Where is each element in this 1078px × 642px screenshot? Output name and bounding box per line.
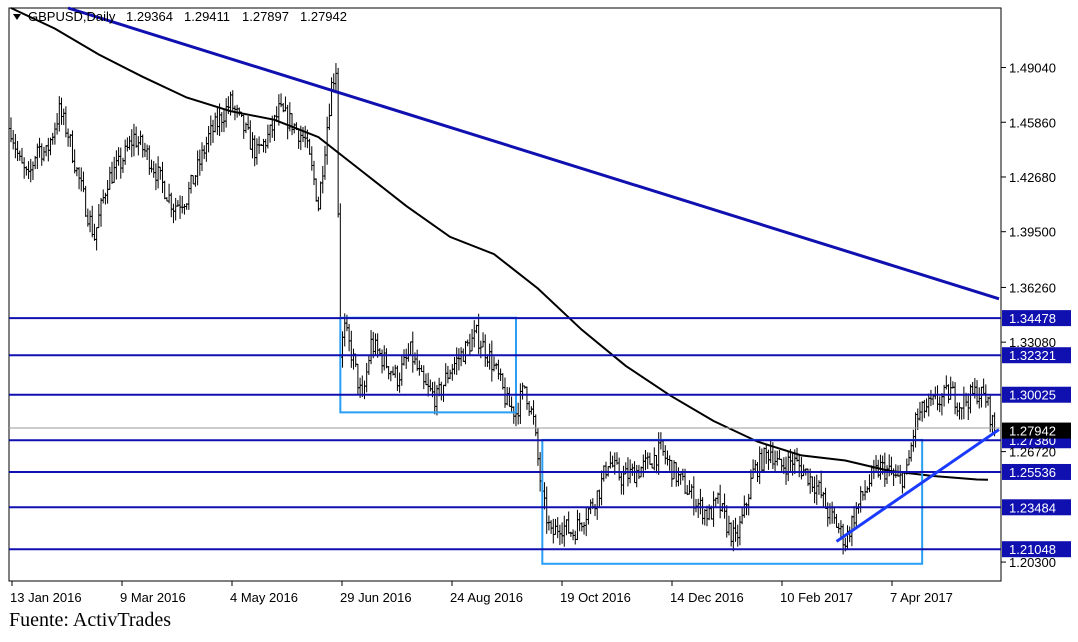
x-tick-label: 13 Jan 2016 bbox=[10, 590, 82, 605]
level-lines-layer: 1.344781.323211.300251.273801.255361.234… bbox=[9, 310, 1071, 558]
level-label-box bbox=[1002, 541, 1071, 558]
y-tick-label: 1.49040 bbox=[1009, 61, 1056, 76]
level-label-box bbox=[1002, 386, 1071, 403]
header-low: 1.27897 bbox=[242, 9, 289, 24]
level-label-text: 1.30025 bbox=[1009, 388, 1056, 403]
level-label-text: 1.21048 bbox=[1009, 542, 1056, 557]
moving-average-line bbox=[10, 7, 989, 481]
level-label-text: 1.32321 bbox=[1009, 348, 1056, 363]
level-label-box bbox=[1002, 310, 1071, 327]
y-tick-label: 1.33080 bbox=[1009, 335, 1056, 350]
trendline bbox=[67, 6, 1000, 301]
y-tick-label: 1.36260 bbox=[1009, 280, 1056, 295]
current-price-label-box bbox=[1002, 422, 1071, 439]
level-label-text: 1.23484 bbox=[1009, 500, 1056, 515]
y-tick-label: 1.26720 bbox=[1009, 445, 1056, 460]
x-tick-label: 9 Mar 2016 bbox=[120, 590, 186, 605]
trendlines-layer bbox=[67, 6, 1000, 543]
x-axis: 13 Jan 2016 9 Mar 2016 4 May 2016 29 Jun 20… bbox=[10, 581, 953, 605]
y-tick-label: 1.45860 bbox=[1009, 115, 1056, 130]
x-tick-label: 4 May 2016 bbox=[230, 590, 298, 605]
dropdown-triangle-icon[interactable] bbox=[13, 14, 21, 20]
x-tick-label: 14 Dec 2016 bbox=[670, 590, 744, 605]
y-tick-label: 1.42680 bbox=[1009, 170, 1056, 185]
level-label-text: 1.25536 bbox=[1009, 465, 1056, 480]
level-label-text: 1.34478 bbox=[1009, 311, 1056, 326]
current-price-label-text: 1.27942 bbox=[1009, 424, 1056, 439]
trendline bbox=[835, 428, 1000, 543]
y-tick-label: 1.20300 bbox=[1009, 555, 1056, 570]
header-open: 1.29364 bbox=[126, 9, 173, 24]
level-label-box bbox=[1002, 463, 1071, 480]
x-tick-label: 19 Oct 2016 bbox=[560, 590, 631, 605]
level-label-box bbox=[1002, 347, 1071, 364]
source-caption: Fuente: ActivTrades bbox=[9, 609, 172, 631]
header-symbol: GBPUSD,Daily bbox=[28, 9, 116, 24]
y-axis: 1.49040 1.45860 1.42680 1.39500 1.36260 1.330… bbox=[1001, 61, 1071, 570]
y-tick-label: 1.39500 bbox=[1009, 225, 1056, 240]
header-close: 1.27942 bbox=[300, 9, 347, 24]
header-high: 1.29411 bbox=[184, 9, 230, 24]
moving-average-layer bbox=[10, 7, 989, 481]
x-tick-label: 29 Jun 2016 bbox=[340, 590, 412, 605]
x-tick-label: 10 Feb 2017 bbox=[780, 590, 853, 605]
plot-frame bbox=[8, 7, 1002, 582]
x-tick-label: 24 Aug 2016 bbox=[450, 590, 523, 605]
x-tick-label: 7 Apr 2017 bbox=[890, 590, 953, 605]
level-label-box bbox=[1002, 499, 1071, 516]
